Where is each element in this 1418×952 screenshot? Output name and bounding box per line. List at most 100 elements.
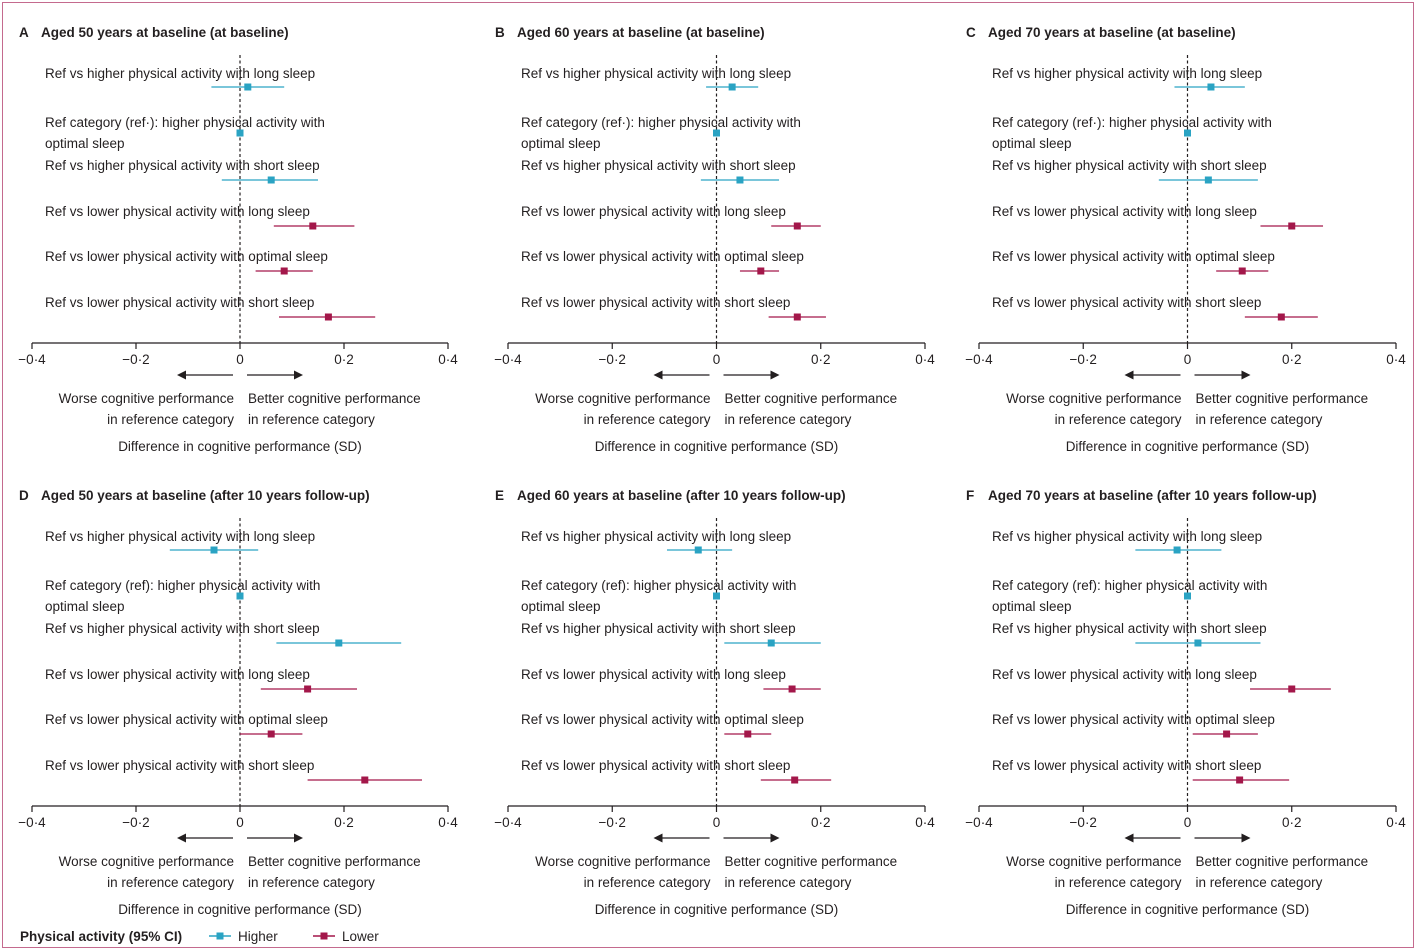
better-note: in reference category: [725, 875, 852, 890]
legend-label: Higher: [238, 929, 278, 944]
x-axis-title: Difference in cognitive performance (SD): [1066, 902, 1310, 917]
worse-note: Worse cognitive performance: [535, 854, 710, 869]
row-label: Ref vs higher physical activity with sho…: [521, 158, 796, 173]
x-tick-label: −0·4: [494, 815, 522, 830]
row-label: Ref vs higher physical activity with sho…: [992, 621, 1267, 636]
legend-marker: [320, 932, 328, 940]
point-estimate: [694, 546, 702, 554]
legend-title: Physical activity (95% CI): [20, 929, 182, 944]
point-estimate: [767, 639, 775, 647]
x-tick-label: −0·2: [1070, 352, 1097, 367]
row-label: Ref vs higher physical activity with lon…: [521, 66, 791, 81]
point-estimate: [1184, 592, 1191, 600]
point-estimate: [757, 267, 765, 275]
point-estimate: [267, 176, 275, 184]
x-tick-label: 0·2: [1282, 352, 1302, 367]
panel-title: Aged 50 years at baseline (after 10 year…: [41, 488, 370, 503]
x-axis-title: Difference in cognitive performance (SD): [1066, 439, 1310, 454]
better-note: in reference category: [248, 875, 375, 890]
point-estimate: [1277, 313, 1285, 321]
row-label: Ref vs lower physical activity with long…: [521, 667, 786, 682]
row-label: Ref vs lower physical activity with shor…: [992, 758, 1261, 773]
x-tick-label: 0·4: [915, 815, 935, 830]
panel-letter: F: [966, 488, 974, 503]
right-arrow-icon: [1241, 370, 1251, 380]
row-label: Ref vs lower physical activity with long…: [45, 667, 310, 682]
panel-letter: B: [495, 25, 505, 40]
better-note: Better cognitive performance: [1196, 391, 1369, 406]
x-tick-label: −0·2: [122, 815, 149, 830]
x-tick-label: 0·4: [1386, 815, 1406, 830]
x-tick-label: 0·2: [334, 352, 354, 367]
row-label: optimal sleep: [45, 599, 125, 614]
panel-title: Aged 60 years at baseline (at baseline): [517, 25, 765, 40]
x-axis-title: Difference in cognitive performance (SD): [595, 439, 839, 454]
row-label: Ref vs lower physical activity with opti…: [521, 249, 804, 264]
legend-label: Lower: [342, 929, 379, 944]
point-estimate: [361, 776, 369, 784]
point-estimate: [1288, 222, 1296, 230]
panel-title: Aged 70 years at baseline (at baseline): [988, 25, 1236, 40]
panel-b: B Aged 60 years at baseline (at baseline)…: [494, 25, 935, 454]
row-label: Ref vs lower physical activity with opti…: [45, 249, 328, 264]
panel-c: C Aged 70 years at baseline (at baseline)…: [965, 25, 1406, 454]
x-tick-label: 0: [713, 815, 721, 830]
right-arrow-icon: [770, 370, 780, 380]
worse-note: in reference category: [107, 875, 234, 890]
better-note: Better cognitive performance: [248, 854, 421, 869]
panel-title: Aged 50 years at baseline (at baseline): [41, 25, 289, 40]
x-tick-label: 0·2: [1282, 815, 1302, 830]
row-label: Ref vs lower physical activity with shor…: [992, 295, 1261, 310]
worse-note: Worse cognitive performance: [59, 854, 234, 869]
x-tick-label: −0·4: [965, 815, 993, 830]
left-arrow-icon: [653, 833, 663, 843]
x-tick-label: 0·4: [1386, 352, 1406, 367]
row-label: Ref vs higher physical activity with lon…: [45, 66, 315, 81]
point-estimate: [236, 592, 244, 600]
point-estimate: [744, 730, 752, 738]
better-note: in reference category: [1196, 875, 1323, 890]
row-label: Ref vs lower physical activity with long…: [992, 204, 1257, 219]
row-label: Ref vs higher physical activity with sho…: [45, 621, 320, 636]
point-estimate: [335, 639, 343, 647]
point-estimate: [1204, 176, 1212, 184]
left-arrow-icon: [177, 833, 186, 843]
x-tick-label: 0·4: [438, 352, 458, 367]
point-estimate: [1184, 129, 1191, 137]
x-tick-label: 0·4: [915, 352, 935, 367]
x-tick-label: 0: [236, 815, 244, 830]
point-estimate: [244, 83, 252, 91]
panel-a: A Aged 50 years at baseline (at baseline)…: [18, 25, 458, 454]
x-tick-label: −0·4: [18, 815, 46, 830]
row-label: Ref vs higher physical activity with lon…: [45, 529, 315, 544]
worse-note: Worse cognitive performance: [1006, 391, 1181, 406]
panel-e: E Aged 60 years at baseline (after 10 yea…: [494, 488, 935, 917]
point-estimate: [793, 313, 801, 321]
worse-note: in reference category: [1055, 875, 1182, 890]
x-axis-title: Difference in cognitive performance (SD): [118, 902, 362, 917]
row-label: Ref vs lower physical activity with opti…: [45, 712, 328, 727]
better-note: Better cognitive performance: [248, 391, 421, 406]
x-tick-label: 0·2: [334, 815, 354, 830]
left-arrow-icon: [653, 370, 663, 380]
panel-letter: D: [19, 488, 29, 503]
point-estimate: [304, 685, 312, 693]
row-label: optimal sleep: [45, 136, 125, 151]
row-label: Ref vs lower physical activity with opti…: [992, 712, 1275, 727]
x-tick-label: −0·2: [599, 352, 626, 367]
worse-note: in reference category: [584, 875, 711, 890]
row-label: Ref vs lower physical activity with opti…: [521, 712, 804, 727]
panel-d: D Aged 50 years at baseline (after 10 yea…: [18, 488, 458, 917]
row-label: optimal sleep: [521, 136, 601, 151]
row-label: Ref category (ref): higher physical acti…: [992, 578, 1267, 593]
row-label: Ref vs lower physical activity with opti…: [992, 249, 1275, 264]
panel-f: F Aged 70 years at baseline (after 10 yea…: [965, 488, 1406, 917]
point-estimate: [236, 129, 244, 137]
better-note: Better cognitive performance: [1196, 854, 1369, 869]
row-label: Ref vs higher physical activity with sho…: [521, 621, 796, 636]
row-label: Ref vs higher physical activity with lon…: [521, 529, 791, 544]
panel-title: Aged 60 years at baseline (after 10 year…: [517, 488, 846, 503]
left-arrow-icon: [1124, 833, 1134, 843]
